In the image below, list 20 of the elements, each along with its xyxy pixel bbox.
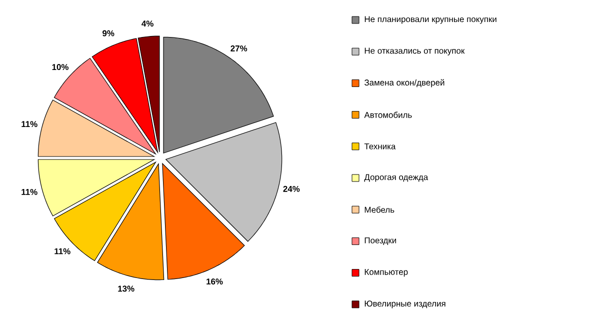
legend-label: Поездки <box>364 237 396 245</box>
data-label: 11% <box>54 248 70 254</box>
data-label: 9% <box>102 30 114 36</box>
legend-label: Дорогая одежда <box>364 174 428 182</box>
legend-label: Замена окон/дверей <box>364 79 444 88</box>
data-label: 13% <box>118 286 134 292</box>
data-label: 24% <box>283 186 300 192</box>
data-label: 11% <box>22 188 38 195</box>
data-label: 11% <box>22 121 38 128</box>
legend-label: Техника <box>364 143 396 150</box>
data-label: 27% <box>230 45 248 52</box>
data-label: 4% <box>142 20 154 27</box>
data-label: 10% <box>52 64 68 70</box>
legend-label: Не планировали крупные покупки <box>364 16 496 24</box>
legend-label: Компьютер <box>364 269 408 277</box>
legend-label: Не отказались от покупок <box>364 48 465 56</box>
legend-label: Мебель <box>364 206 394 213</box>
legend-label: Автомобиль <box>364 112 412 118</box>
data-label: 16% <box>206 278 223 284</box>
legend-label: Ювелирные изделия <box>364 300 446 308</box>
